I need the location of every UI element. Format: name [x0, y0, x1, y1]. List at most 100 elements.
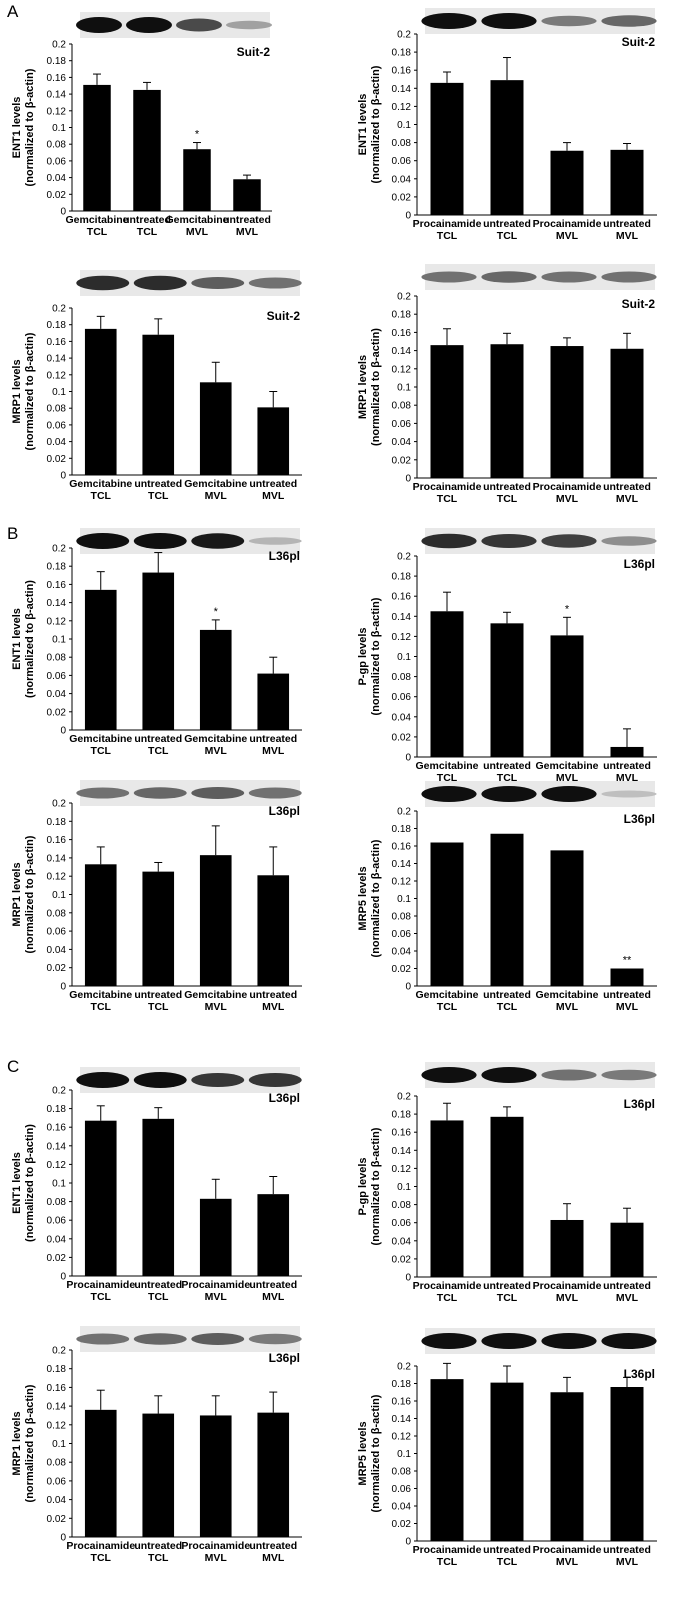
y-tick-label: 0.18 — [392, 572, 412, 583]
y-tick-label: 0.06 — [47, 927, 67, 938]
category-label: Gemcitabine — [184, 478, 247, 490]
panel-label-c: C — [7, 1057, 20, 1076]
category-label: MVL — [262, 1001, 285, 1013]
y-tick-label: 0.18 — [47, 562, 67, 573]
category-label: Procainamide — [413, 218, 482, 230]
bar — [610, 149, 644, 215]
y-tick-label: 0.1 — [397, 652, 411, 663]
blot-band — [541, 271, 597, 283]
y-axis-label: (normalized to β-actin) — [24, 68, 36, 186]
y-tick-label: 0.02 — [47, 190, 67, 201]
category-label: untreated — [249, 1540, 297, 1552]
category-label: untreated — [483, 218, 531, 230]
blot-band — [481, 1333, 537, 1349]
blot-image — [76, 528, 302, 554]
blot-band — [133, 1072, 187, 1088]
y-axis-label: (normalized to β-actin) — [24, 1124, 36, 1242]
y-tick-label: 0.08 — [392, 138, 412, 149]
y-tick-label: 0.16 — [47, 1383, 67, 1394]
y-tick-label: 0.16 — [392, 1128, 412, 1139]
blot-band — [191, 1333, 245, 1345]
category-label: untreated — [249, 478, 297, 490]
category-label: MVL — [616, 230, 639, 242]
y-tick-label: 0.04 — [47, 689, 67, 700]
category-label: TCL — [87, 226, 108, 238]
y-tick-label: 0.02 — [392, 192, 412, 203]
y-tick-label: 0.04 — [392, 174, 412, 185]
blot-band — [541, 15, 597, 27]
y-tick-label: 0.04 — [47, 437, 67, 448]
y-tick-label: 0 — [60, 982, 66, 993]
y-tick-label: 0.12 — [392, 632, 412, 643]
category-label: untreated — [603, 760, 651, 772]
y-tick-label: 0.06 — [392, 419, 412, 430]
bar — [199, 855, 232, 986]
chart-6: 0 0.02 0.04 0.06 0.08 0.1 0.12 0.14 0.16 0.18 0.2 P… — [357, 528, 657, 784]
y-tick-label: 0.08 — [392, 1200, 412, 1211]
y-tick-label: 0.08 — [47, 404, 67, 415]
category-label: untreated — [603, 481, 651, 493]
category-label: Procainamide — [181, 1279, 250, 1291]
category-label: Procainamide — [533, 218, 602, 230]
category-label: Gemcitabine — [165, 214, 228, 226]
y-tick-label: 0.12 — [392, 364, 412, 375]
blot-band — [541, 534, 597, 548]
category-label: untreated — [483, 481, 531, 493]
y-axis-label: (normalized to β-actin) — [24, 580, 36, 698]
chart-7: 0 0.02 0.04 0.06 0.08 0.1 0.12 0.14 0.16 0.18 0.2 M… — [11, 780, 302, 1013]
blot-band — [248, 1073, 302, 1087]
bar — [142, 572, 175, 730]
category-label: MVL — [556, 493, 579, 505]
category-label: TCL — [137, 226, 158, 238]
blot-band — [541, 786, 597, 802]
blot-image — [421, 8, 657, 34]
cell-line-label: Suit-2 — [622, 297, 656, 311]
bar — [430, 611, 464, 757]
bar — [84, 589, 117, 730]
bar — [84, 1409, 117, 1537]
y-tick-label: 0.08 — [47, 1458, 67, 1469]
y-tick-label: 0.02 — [392, 964, 412, 975]
bar — [490, 623, 524, 757]
cell-line-label: L36pl — [269, 804, 300, 818]
blot-band — [191, 1073, 245, 1087]
blot-band — [421, 271, 477, 283]
y-axis-label: (normalized to β-actin) — [24, 332, 36, 450]
y-tick-label: 0.18 — [392, 1379, 412, 1390]
y-tick-label: 0.18 — [47, 56, 67, 67]
y-tick-label: 0.04 — [392, 1236, 412, 1247]
y-tick-label: 0.06 — [392, 156, 412, 167]
y-tick-label: 0.1 — [52, 890, 66, 901]
significance-marker: * — [214, 606, 219, 618]
category-label: MVL — [616, 493, 639, 505]
category-label: Procainamide — [66, 1279, 135, 1291]
y-tick-label: 0.18 — [392, 824, 412, 835]
bar — [142, 1413, 175, 1537]
y-tick-label: 0.04 — [392, 437, 412, 448]
chart-8: 0 0.02 0.04 0.06 0.08 0.1 0.12 0.14 0.16 0.18 0.2 M… — [357, 781, 657, 1013]
category-label: MVL — [616, 1292, 639, 1304]
bar — [610, 348, 644, 478]
category-label: MVL — [616, 1001, 639, 1013]
y-tick-label: 0.14 — [47, 354, 67, 365]
y-tick-label: 0.14 — [47, 1141, 67, 1152]
y-tick-label: 0.06 — [392, 1218, 412, 1229]
y-tick-label: 0.2 — [397, 552, 411, 563]
y-tick-label: 0.1 — [397, 120, 411, 131]
y-tick-label: 0.1 — [52, 1179, 66, 1190]
bar — [550, 1219, 584, 1277]
y-tick-label: 0.18 — [392, 1110, 412, 1121]
category-label: MVL — [616, 1556, 639, 1568]
blot-band — [133, 787, 187, 799]
bar — [430, 82, 464, 216]
chart-12: 0 0.02 0.04 0.06 0.08 0.1 0.12 0.14 0.16 0.18 0.2 M… — [357, 1328, 657, 1568]
y-tick-label: 0 — [405, 1273, 411, 1284]
chart-5: 0 0.02 0.04 0.06 0.08 0.1 0.12 0.14 0.16 0.18 0.2 E… — [11, 528, 302, 757]
blot-band — [191, 533, 245, 549]
bar — [490, 1116, 524, 1277]
blot-band — [76, 17, 122, 33]
category-label: untreated — [134, 989, 182, 1001]
blot-image — [76, 270, 302, 296]
y-axis-label: ENT1 levels — [11, 1152, 23, 1214]
bar — [550, 850, 584, 986]
